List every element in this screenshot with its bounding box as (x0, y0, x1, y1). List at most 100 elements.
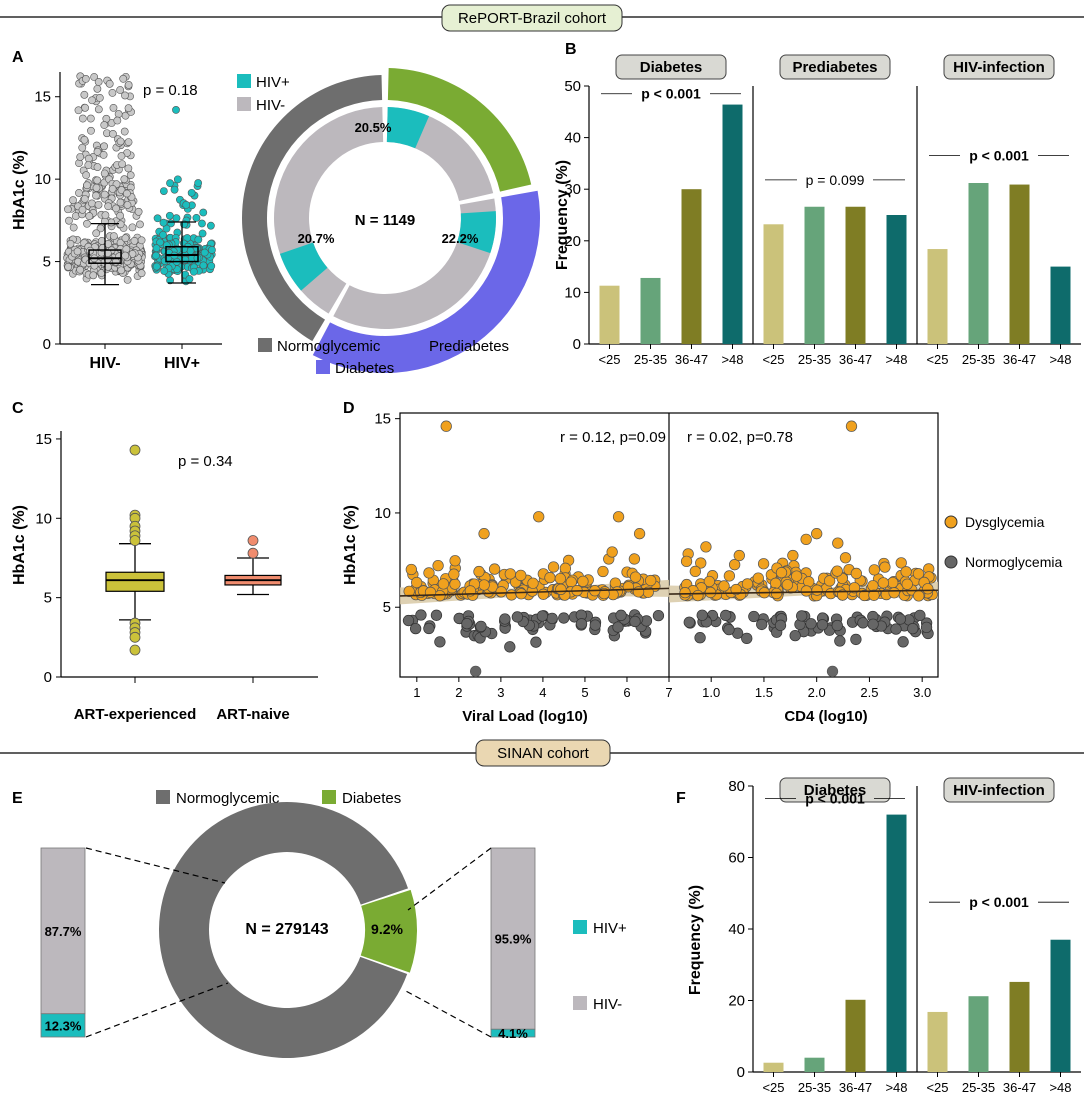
b-group-header (779, 54, 891, 80)
d-right-dysgly-point (769, 577, 782, 589)
a-point-hivneg (136, 220, 144, 229)
a-point-hivpos (159, 230, 167, 239)
d-right-normo-point (748, 610, 760, 623)
a-point-hivpos (187, 188, 196, 197)
d-left-dysgly-point (437, 578, 450, 590)
a-point-hivpos (172, 106, 180, 114)
d-right-xtick-label: 3.0 (913, 685, 931, 700)
a-point-hivpos (194, 179, 203, 187)
d-right-dysgly-point (689, 565, 701, 578)
d-left-xlabel: Viral Load (log10) (462, 708, 588, 725)
a-point-hivneg (118, 160, 127, 168)
a-point-hivpos (159, 187, 168, 195)
a-point-hivneg (126, 171, 135, 180)
a-point-hivneg (83, 181, 91, 190)
d-left-dysgly-point (478, 579, 490, 591)
b-ytick-label: 10 (564, 284, 581, 301)
d-right-normo-point (723, 623, 735, 636)
a-point-hivneg (94, 78, 103, 86)
d-left-dysgly-point (488, 563, 501, 575)
legend-dysglycemia-marker (944, 515, 958, 529)
b-bar (886, 215, 907, 344)
a-ytick-label: 5 (43, 254, 51, 271)
d-right-dysgly-point (913, 590, 925, 602)
a-point-hivpos (165, 211, 174, 220)
d-left-highlight-point (470, 665, 482, 677)
d-right-normo-point (694, 632, 706, 644)
b-sig-label: p < 0.001 (641, 86, 701, 102)
a-point-hivneg (137, 236, 146, 245)
c-ylabel: HbA1c (%) (11, 505, 28, 585)
d-right-dysgly-point (730, 583, 742, 596)
a-point-hivpos (192, 213, 201, 222)
d-right-highlight-point (845, 420, 858, 432)
f-bar (968, 996, 989, 1072)
d-right-highlight-point (811, 528, 823, 540)
a-point-hivneg (122, 245, 131, 254)
legend-normoglycemia-marker (944, 555, 958, 569)
d-left-trendline (399, 587, 670, 597)
c-ytick-label: 5 (44, 590, 52, 607)
d-left-dysgly-point (628, 553, 641, 565)
b-xtick-label: 36-47 (839, 352, 872, 367)
e-connector (407, 847, 492, 911)
d-left-dysgly-point (555, 583, 567, 595)
f-group-header-label: Diabetes (804, 782, 867, 799)
a-point-hivneg (108, 185, 117, 193)
e-connector (403, 989, 492, 1038)
a-point-hivneg (74, 106, 83, 115)
d-right-normo-point (720, 609, 732, 622)
d-left-normo-point (546, 612, 558, 625)
a-point-hivpos (182, 200, 191, 209)
d-right-dysgly-point (757, 558, 770, 570)
f-xtick-label: <25 (926, 1080, 948, 1095)
d-right-dysgly-point (703, 575, 715, 588)
d-right-highlight-point (832, 537, 844, 549)
d-left-highlight-point (633, 528, 646, 540)
a-point-hivpos (186, 246, 195, 255)
a-point-hivneg (83, 219, 91, 228)
a-point-hivpos (206, 221, 215, 230)
d-left-xtick-label: 6 (623, 685, 630, 700)
c-ytick-label: 10 (35, 510, 52, 527)
d-left-dysgly-point (434, 590, 446, 602)
d-right-normo-point (741, 632, 753, 644)
d-left-normo-point (430, 609, 443, 621)
b-ytick-label: 40 (564, 130, 581, 147)
d-left-dysgly-point (544, 572, 556, 584)
e-legend-hivpos-label: HIV+ (593, 920, 627, 937)
a-point-hivneg (128, 223, 137, 232)
f-xtick-label: 36-47 (839, 1080, 872, 1095)
f-bar (927, 1011, 948, 1072)
b-ylabel: Frequency (%) (554, 160, 571, 270)
b-group-header-label: Prediabetes (792, 59, 877, 76)
f-ylabel: Frequency (%) (687, 885, 704, 995)
a-point-hivneg (109, 103, 118, 112)
d-right-dysgly-point (680, 555, 693, 568)
e-legend-hivpos-swatch (573, 920, 587, 934)
d-right-normo-point (796, 610, 808, 622)
d-left-normo-point (589, 619, 601, 631)
banner-bottom-label: SINAN cohort (497, 745, 590, 762)
d-left-normo-point (575, 618, 588, 630)
d-right-dysgly-point (733, 549, 745, 562)
a-point-hivneg (105, 79, 114, 88)
c-outlier (129, 444, 141, 456)
a-point-hivneg (120, 127, 129, 136)
b-bar (804, 206, 825, 344)
f-bar (1009, 981, 1030, 1072)
a-point-hivneg (114, 110, 123, 118)
d-right-dysgly-point (775, 567, 788, 579)
d-right-dysgly-point (718, 580, 730, 592)
a-point-hivneg (87, 126, 95, 135)
a-point-hivpos (152, 244, 161, 253)
d-left-dysgly-point (537, 588, 550, 600)
e-legend-normo-label: Normoglycemic (176, 790, 280, 807)
d-right-dysgly-point (848, 582, 861, 594)
panel-c-boxplot: HbA1c (%) p = 0.34 ART-experienced ART-n… (11, 431, 318, 723)
d-left-normo-point (511, 611, 524, 623)
a-point-hivneg (64, 262, 73, 271)
panel-a-donut: HIV+ HIV- N = 1149 20.5% 22.2% 20.7% Normoglyc… (237, 68, 540, 377)
d-right-dysgly-point (831, 565, 843, 577)
d-right-dysgly-point (868, 589, 880, 601)
